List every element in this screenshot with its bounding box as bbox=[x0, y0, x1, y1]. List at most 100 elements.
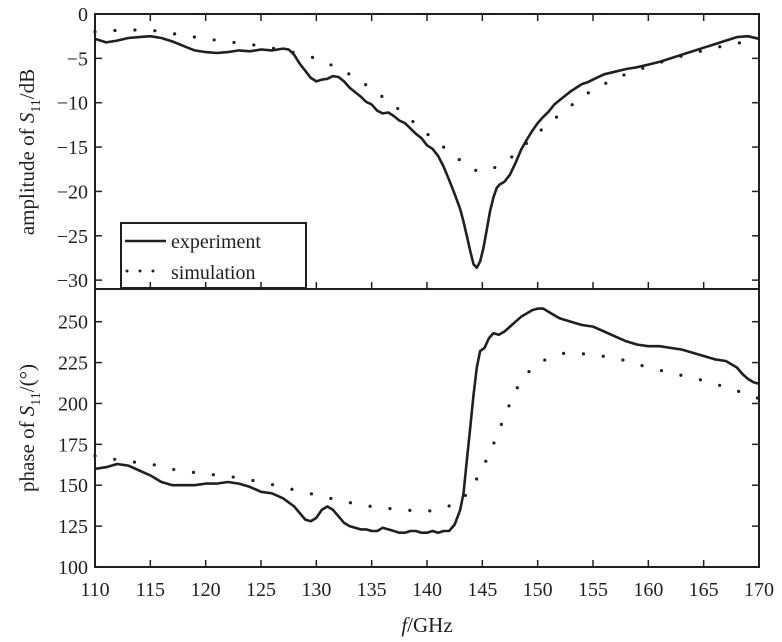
phase-ytick-label: 200 bbox=[58, 393, 88, 415]
amplitude-ytick-label: −20 bbox=[57, 181, 88, 203]
amplitude-ylabel-prefix: amplitude of bbox=[15, 123, 39, 235]
amplitude-y-axis-label: amplitude of S11/dB bbox=[15, 69, 44, 235]
phase-simulation-point bbox=[718, 383, 722, 387]
phase-simulation-point bbox=[492, 441, 496, 445]
xlabel-var: f bbox=[401, 613, 410, 637]
phase-simulation-point bbox=[640, 364, 644, 368]
xtick-label: 155 bbox=[578, 579, 608, 601]
amplitude-simulation-point bbox=[271, 46, 276, 50]
xtick-label: 140 bbox=[412, 579, 442, 601]
amplitude-series-experiment bbox=[94, 34, 760, 269]
phase-simulation-point bbox=[348, 501, 353, 505]
amplitude-simulation-point bbox=[411, 119, 415, 124]
amplitude-simulation-point bbox=[641, 66, 645, 70]
amplitude-simulation-point bbox=[622, 73, 626, 77]
phase-series-experiment bbox=[94, 307, 760, 534]
phase-ytick-label: 125 bbox=[58, 516, 88, 538]
amplitude-simulation-point bbox=[364, 83, 368, 87]
phase-simulation-point bbox=[499, 422, 503, 426]
phase-ytick-label: 250 bbox=[58, 312, 88, 334]
xtick-label: 130 bbox=[301, 579, 331, 601]
amplitude-simulation-point bbox=[554, 115, 559, 119]
phase-simulation-point bbox=[231, 475, 235, 479]
amplitude-simulation-point bbox=[570, 103, 574, 107]
amplitude-simulation-point bbox=[524, 141, 528, 145]
phase-series-simulation bbox=[93, 351, 760, 513]
phase-series bbox=[93, 307, 760, 534]
phase-simulation-point bbox=[93, 454, 97, 458]
phase-simulation-point bbox=[309, 492, 314, 496]
amplitude-simulation-point bbox=[604, 81, 608, 85]
xlabel-suffix: /GHz bbox=[407, 613, 453, 637]
phase-simulation-point bbox=[601, 354, 605, 358]
amplitude-simulation-point bbox=[380, 94, 384, 98]
amplitude-simulation-point bbox=[232, 40, 236, 45]
amplitude-simulation-point bbox=[493, 165, 497, 170]
phase-y-ticks: 100 125 150 175 200 225 250 bbox=[58, 312, 759, 579]
amplitude-simulation-point bbox=[192, 35, 196, 39]
phase-simulation-point bbox=[507, 404, 511, 408]
phase-simulation-point bbox=[679, 373, 683, 377]
phase-ylabel-suffix: /(°) bbox=[15, 364, 39, 392]
phase-simulation-point bbox=[211, 473, 215, 477]
amplitude-simulation-point bbox=[679, 54, 683, 58]
phase-simulation-point bbox=[515, 386, 519, 390]
phase-simulation-point bbox=[527, 369, 531, 374]
phase-simulation-point bbox=[484, 459, 488, 463]
amplitude-simulation-point bbox=[329, 63, 333, 67]
phase-ytick-label: 175 bbox=[58, 434, 88, 456]
phase-simulation-point bbox=[659, 368, 664, 373]
amplitude-simulation-point bbox=[252, 43, 256, 47]
amplitude-simulation-point bbox=[133, 28, 137, 32]
x-ticks: 110 115 120 125 130 135 140 145 150 155 160 165 170 bbox=[80, 14, 774, 601]
phase-simulation-point bbox=[755, 396, 760, 400]
xtick-label: 135 bbox=[357, 579, 387, 601]
legend-simulation-label: simulation bbox=[171, 262, 255, 284]
xtick-label: 125 bbox=[246, 579, 276, 601]
phase-simulation-point bbox=[152, 463, 156, 467]
amplitude-simulation-point bbox=[347, 72, 351, 76]
phase-ylabel-var: S bbox=[15, 405, 39, 416]
phase-simulation-point bbox=[447, 504, 451, 508]
phase-panel: 100 125 150 175 200 225 250 110 115 120 125 130 135… bbox=[15, 14, 774, 637]
amplitude-ytick-label: −5 bbox=[67, 48, 88, 70]
phase-simulation-point bbox=[290, 487, 294, 491]
phase-simulation-point bbox=[698, 378, 702, 382]
phase-simulation-point bbox=[561, 351, 566, 355]
amplitude-series bbox=[93, 28, 760, 269]
amplitude-ylabel-sub: 11 bbox=[29, 99, 44, 112]
amplitude-simulation-point bbox=[310, 55, 315, 59]
phase-ylabel-prefix: phase of bbox=[15, 416, 39, 492]
amplitude-simulation-point bbox=[173, 32, 177, 36]
phase-simulation-point bbox=[428, 509, 432, 513]
phase-simulation-point bbox=[621, 358, 625, 362]
amplitude-ylabel-var: S bbox=[15, 112, 39, 123]
amplitude-simulation-point bbox=[510, 155, 514, 159]
amplitude-y-ticks: 0 −5 −10 −15 −20 −25 −30 bbox=[57, 4, 759, 292]
xtick-label: 145 bbox=[467, 579, 497, 601]
phase-simulation-point bbox=[543, 358, 547, 362]
phase-simulation-point bbox=[408, 508, 412, 512]
xtick-label: 150 bbox=[523, 579, 553, 601]
amplitude-ytick-label: −25 bbox=[57, 226, 88, 248]
amplitude-simulation-point bbox=[426, 133, 430, 137]
phase-simulation-point bbox=[270, 483, 275, 487]
amplitude-ytick-label: −15 bbox=[57, 137, 88, 159]
amplitude-simulation-point bbox=[737, 41, 742, 45]
phase-simulation-point bbox=[475, 477, 479, 481]
phase-ytick-label: 225 bbox=[58, 353, 88, 375]
phase-ytick-label: 100 bbox=[58, 557, 88, 579]
amplitude-simulation-point bbox=[457, 158, 461, 162]
amplitude-simulation-point bbox=[212, 38, 216, 42]
amplitude-simulation-point bbox=[698, 49, 702, 53]
amplitude-panel: 0 −5 −10 −15 −20 −25 −30 amplitude of S11/dB e… bbox=[15, 4, 760, 292]
legend-experiment-label: experiment bbox=[171, 231, 261, 253]
x-axis-label: f/GHz bbox=[401, 613, 452, 637]
phase-y-axis-label: phase of S11/(°) bbox=[15, 364, 44, 492]
amplitude-simulation-point bbox=[474, 168, 478, 172]
amplitude-simulation-point bbox=[93, 30, 97, 34]
xtick-label: 110 bbox=[80, 579, 109, 601]
phase-simulation-point bbox=[581, 352, 586, 356]
amplitude-series-simulation bbox=[93, 28, 742, 172]
